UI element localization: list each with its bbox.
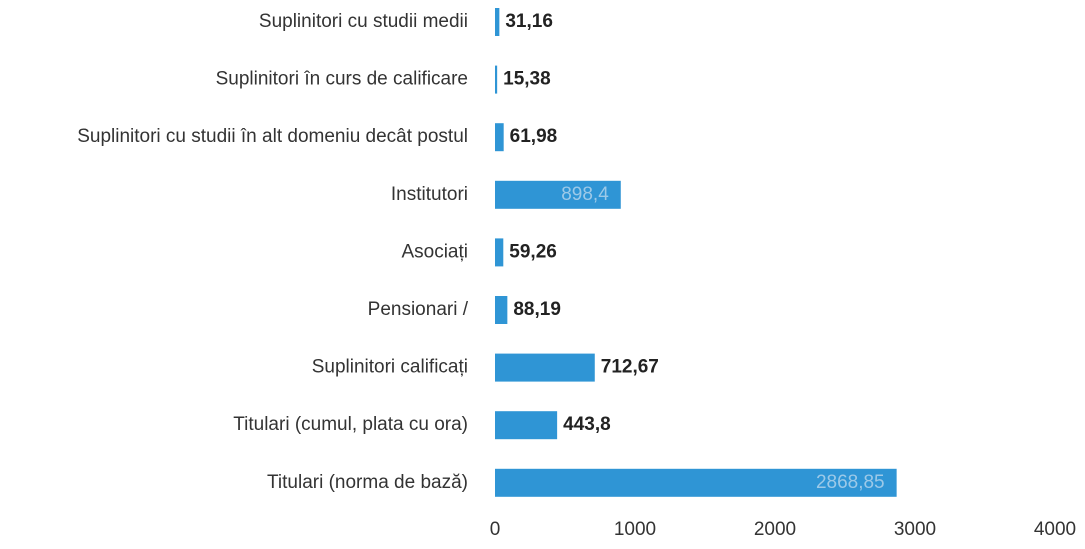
value-label: 443,8 xyxy=(563,414,611,435)
category-label: Titulari (norma de bază) xyxy=(267,472,468,493)
bar xyxy=(495,123,504,152)
category-label: Institutori xyxy=(391,184,468,205)
category-label: Asociați xyxy=(401,241,468,262)
value-label: 31,16 xyxy=(505,11,553,32)
category-label: Suplinitori calificați xyxy=(312,357,468,378)
value-label: 15,38 xyxy=(503,69,551,90)
bar xyxy=(495,296,508,324)
value-label: 712,67 xyxy=(601,357,659,378)
x-tick-label: 3000 xyxy=(894,519,936,540)
x-tick-label: 1000 xyxy=(614,519,656,540)
x-tick-label: 2000 xyxy=(754,519,796,540)
value-label: 61,98 xyxy=(510,126,558,147)
category-label: Suplinitori cu studii în alt domeniu dec… xyxy=(77,126,468,147)
bar xyxy=(495,238,504,267)
category-label: Suplinitori cu studii medii xyxy=(259,11,468,32)
value-label: 2868,85 xyxy=(816,472,885,493)
bar xyxy=(495,180,621,209)
x-tick-label: 0 xyxy=(490,519,501,540)
x-tick-label: 4000 xyxy=(1034,519,1076,540)
bar xyxy=(495,353,595,382)
category-label: Titulari (cumul, plata cu ora) xyxy=(233,414,468,435)
bar xyxy=(495,411,558,440)
value-label: 88,19 xyxy=(513,299,561,320)
category-label: Pensionari / xyxy=(368,299,469,320)
value-label: 59,26 xyxy=(509,241,557,262)
bar xyxy=(495,65,498,94)
category-label: Suplinitori în curs de calificare xyxy=(216,69,468,90)
bar xyxy=(495,468,897,497)
bar xyxy=(495,8,500,36)
value-label: 898,4 xyxy=(561,184,609,205)
